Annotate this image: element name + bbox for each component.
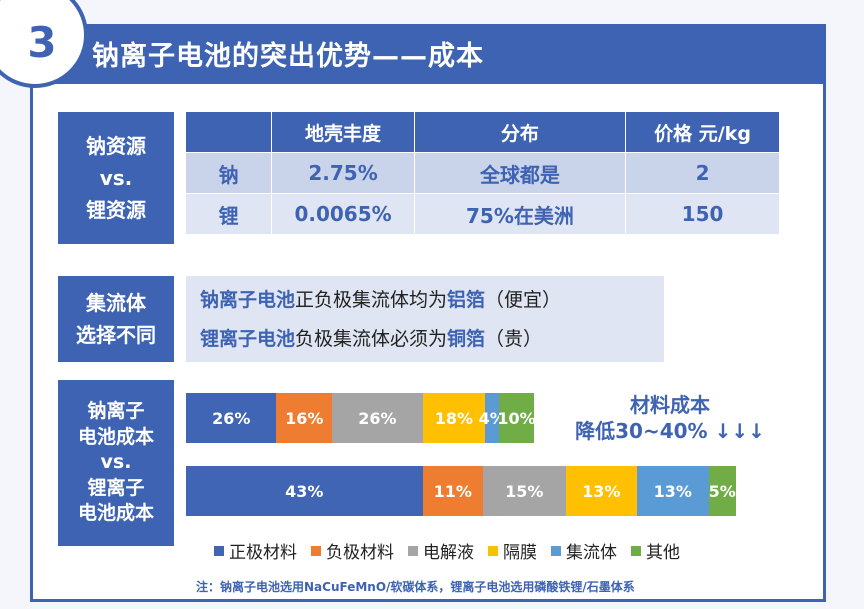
resources-label: 钠资源 vs. 锂资源 [58, 112, 174, 244]
header-bar [30, 24, 826, 84]
bar-segment: 5% [708, 466, 736, 516]
legend-label: 电解液 [423, 543, 474, 563]
legend-label: 集流体 [566, 543, 617, 563]
bar-segment: 18% [422, 393, 486, 443]
collector-label: 集流体 选择不同 [58, 276, 174, 362]
legend-label: 其他 [646, 543, 680, 563]
bar-segment: 26% [332, 393, 423, 443]
price-cell: 2 [625, 152, 780, 194]
page-title: 钠离子电池的突出优势——成本 [92, 41, 484, 72]
bar-segment: 13% [637, 466, 709, 516]
bar-segment: 10% [497, 393, 536, 443]
table-header-cell: 价格 元/kg [625, 112, 780, 153]
cost-label: 钠离子 电池成本 vs. 锂离子 电池成本 [58, 380, 174, 546]
legend-item: 其他 [631, 538, 680, 563]
legend-label: 负极材料 [326, 543, 394, 563]
price-cell: 150 [625, 193, 780, 234]
legend-swatch [214, 545, 224, 556]
legend-swatch [311, 545, 321, 556]
abundance-cell: 2.75% [271, 152, 415, 194]
table-row: 钠 2.75% 全球都是 2 [186, 152, 780, 194]
table-header-cell: 地壳丰度 [271, 112, 415, 153]
cost-bar-sodium: 26% 16% 26% 18% 4% 10% [186, 393, 536, 443]
bar-segment: 16% [276, 393, 333, 443]
collector-box [186, 276, 664, 362]
table-row: 锂 0.0065% 75%在美洲 150 [186, 193, 780, 234]
collector-line-sodium: 钠离子电池正负极集流体均为铝箔（便宜） [200, 289, 562, 311]
element-cell: 锂 [186, 193, 273, 234]
bar-segment: 15% [483, 466, 566, 516]
element-cell: 钠 [186, 152, 273, 194]
legend-item: 电解液 [408, 538, 474, 563]
table-header-cell: 分布 [414, 112, 627, 153]
collector-line-lithium: 锂离子电池负极集流体必须为铜箔（贵） [200, 328, 543, 350]
legend-item: 隔膜 [488, 538, 537, 563]
table-header-cell [186, 112, 273, 153]
bar-segment: 43% [186, 466, 423, 516]
legend-label: 隔膜 [503, 543, 537, 563]
bar-segment: 4% [479, 393, 506, 443]
legend-swatch [488, 545, 498, 556]
legend-swatch [631, 545, 641, 556]
legend-item: 集流体 [551, 538, 617, 563]
footnote: 注：钠离子电池选用NaCuFeMnO/软碳体系，锂离子电池选用磷酸铁锂/石墨体系 [196, 580, 635, 594]
legend-item: 负极材料 [311, 538, 394, 563]
cost-bar-lithium: 43% 11% 15% 13% 13% 5% [186, 466, 736, 516]
resources-table: 地壳丰度 分布 价格 元/kg 钠 2.75% 全球都是 2 锂 0.0065%… [186, 112, 780, 234]
abundance-cell: 0.0065% [271, 193, 415, 234]
section-number-badge: 3 [0, 0, 88, 88]
bar-segment: 13% [565, 466, 637, 516]
section-number: 3 [27, 17, 57, 67]
chart-legend: 正极材料 负极材料 电解液 隔膜 集流体 其他 [214, 538, 680, 563]
cost-reduction-note: 材料成本 降低30~40% ↓↓↓ [575, 393, 765, 443]
distribution-cell: 全球都是 [414, 152, 627, 194]
legend-swatch [408, 545, 418, 556]
bar-segment: 26% [186, 393, 277, 443]
legend-item: 正极材料 [214, 538, 297, 563]
bar-segment: 11% [422, 466, 483, 516]
legend-label: 正极材料 [229, 543, 297, 563]
distribution-cell: 75%在美洲 [414, 193, 627, 234]
legend-swatch [551, 545, 561, 556]
table-header-row: 地壳丰度 分布 价格 元/kg [186, 112, 780, 153]
